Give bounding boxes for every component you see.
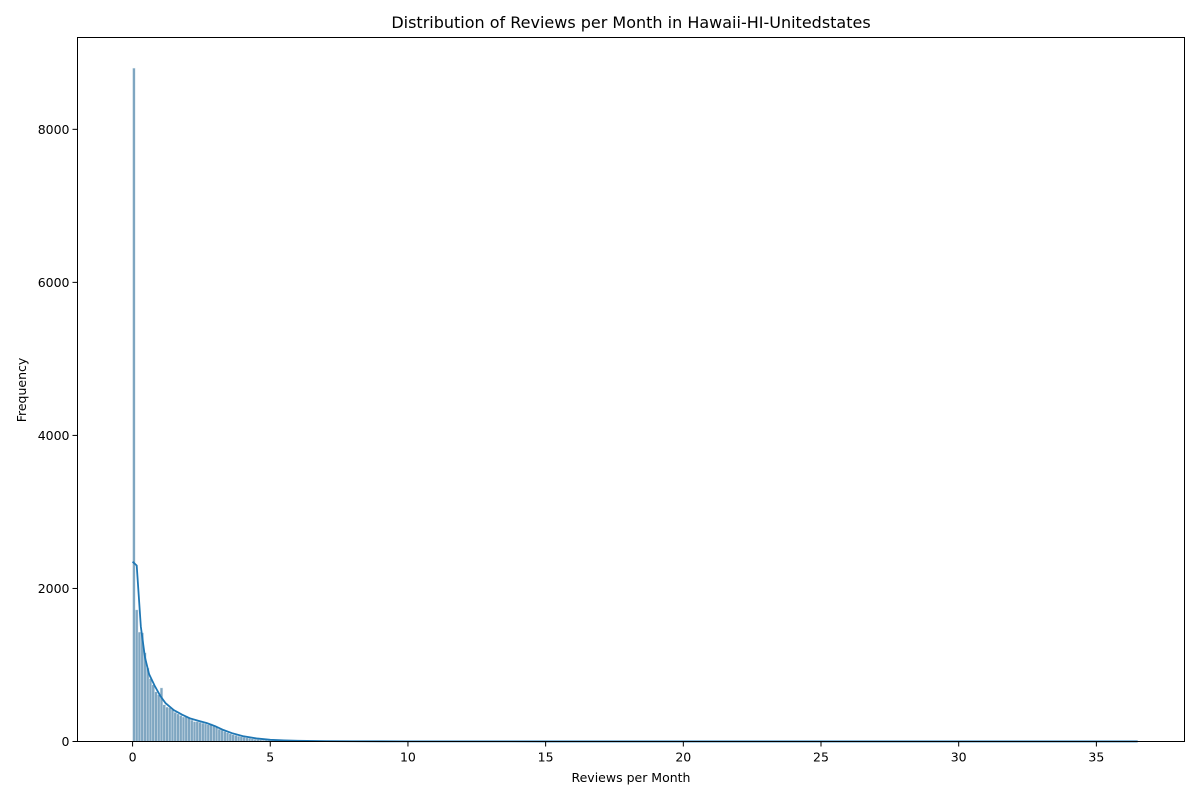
histogram-bar (214, 726, 219, 742)
x-tick-label: 25 (813, 750, 829, 765)
y-tick-label: 8000 (38, 122, 70, 137)
histogram-bar (184, 716, 188, 742)
y-axis-ticks: 0 2000 4000 6000 8000 (38, 122, 78, 749)
histogram-bar (173, 712, 177, 742)
histogram-bar (192, 721, 197, 742)
histogram-bar (135, 609, 139, 742)
histogram-bar (170, 709, 175, 742)
histogram-bar (154, 691, 158, 742)
histogram-bar (176, 713, 180, 742)
x-tick-label: 30 (951, 750, 967, 765)
histogram-bar (245, 737, 249, 742)
x-tick-label: 35 (1088, 750, 1104, 765)
histogram-bar (225, 732, 230, 742)
histogram-bar (132, 67, 136, 742)
histogram-bar (151, 684, 155, 742)
histogram-bar (223, 731, 227, 742)
histogram-bar (195, 721, 199, 742)
histogram-bar (220, 729, 224, 742)
axes-frame (77, 37, 1185, 742)
histogram-bar (239, 736, 243, 742)
histogram-bar (237, 735, 241, 742)
histogram-bar (231, 734, 235, 742)
y-axis-label: Frequency (14, 357, 29, 422)
x-tick-label: 0 (129, 750, 137, 765)
histogram-bar (190, 719, 194, 742)
histogram-bar (209, 723, 213, 742)
x-tick-label: 5 (266, 750, 274, 765)
histogram-bar (212, 726, 216, 742)
histogram-bar (179, 715, 183, 742)
kde-curve (131, 561, 1138, 743)
histogram-bar (206, 724, 210, 742)
x-tick-label: 20 (675, 750, 691, 765)
histogram-bar (137, 631, 142, 742)
x-axis-label: Reviews per Month (571, 770, 690, 785)
y-tick-label: 4000 (38, 428, 70, 443)
histogram-bar (201, 722, 205, 742)
x-axis-ticks: 0 5 10 15 20 25 30 35 (129, 741, 1104, 765)
plot-area (77, 37, 1185, 743)
histogram-bar (165, 706, 169, 742)
histogram-bar (181, 716, 186, 742)
histogram-bar (162, 704, 166, 742)
histogram-bar (203, 723, 208, 742)
y-tick-label: 2000 (38, 581, 70, 596)
histogram-bar (242, 737, 246, 742)
histogram-bar (143, 652, 147, 742)
histogram-bar (187, 717, 191, 742)
histogram-bar (168, 707, 172, 742)
histogram-bar (146, 667, 150, 742)
histogram-bars (132, 67, 354, 742)
chart-title: Distribution of Reviews per Month in Haw… (391, 13, 870, 32)
histogram-bar (217, 729, 221, 742)
histogram-bar (157, 694, 161, 742)
x-tick-label: 15 (538, 750, 554, 765)
y-tick-label: 6000 (38, 275, 70, 290)
x-tick-label: 10 (400, 750, 416, 765)
y-tick-label: 0 (62, 734, 70, 749)
histogram-bar (148, 678, 153, 742)
histogram-bar (234, 735, 238, 742)
histogram-bar (228, 733, 232, 742)
histogram-bar (198, 722, 202, 742)
